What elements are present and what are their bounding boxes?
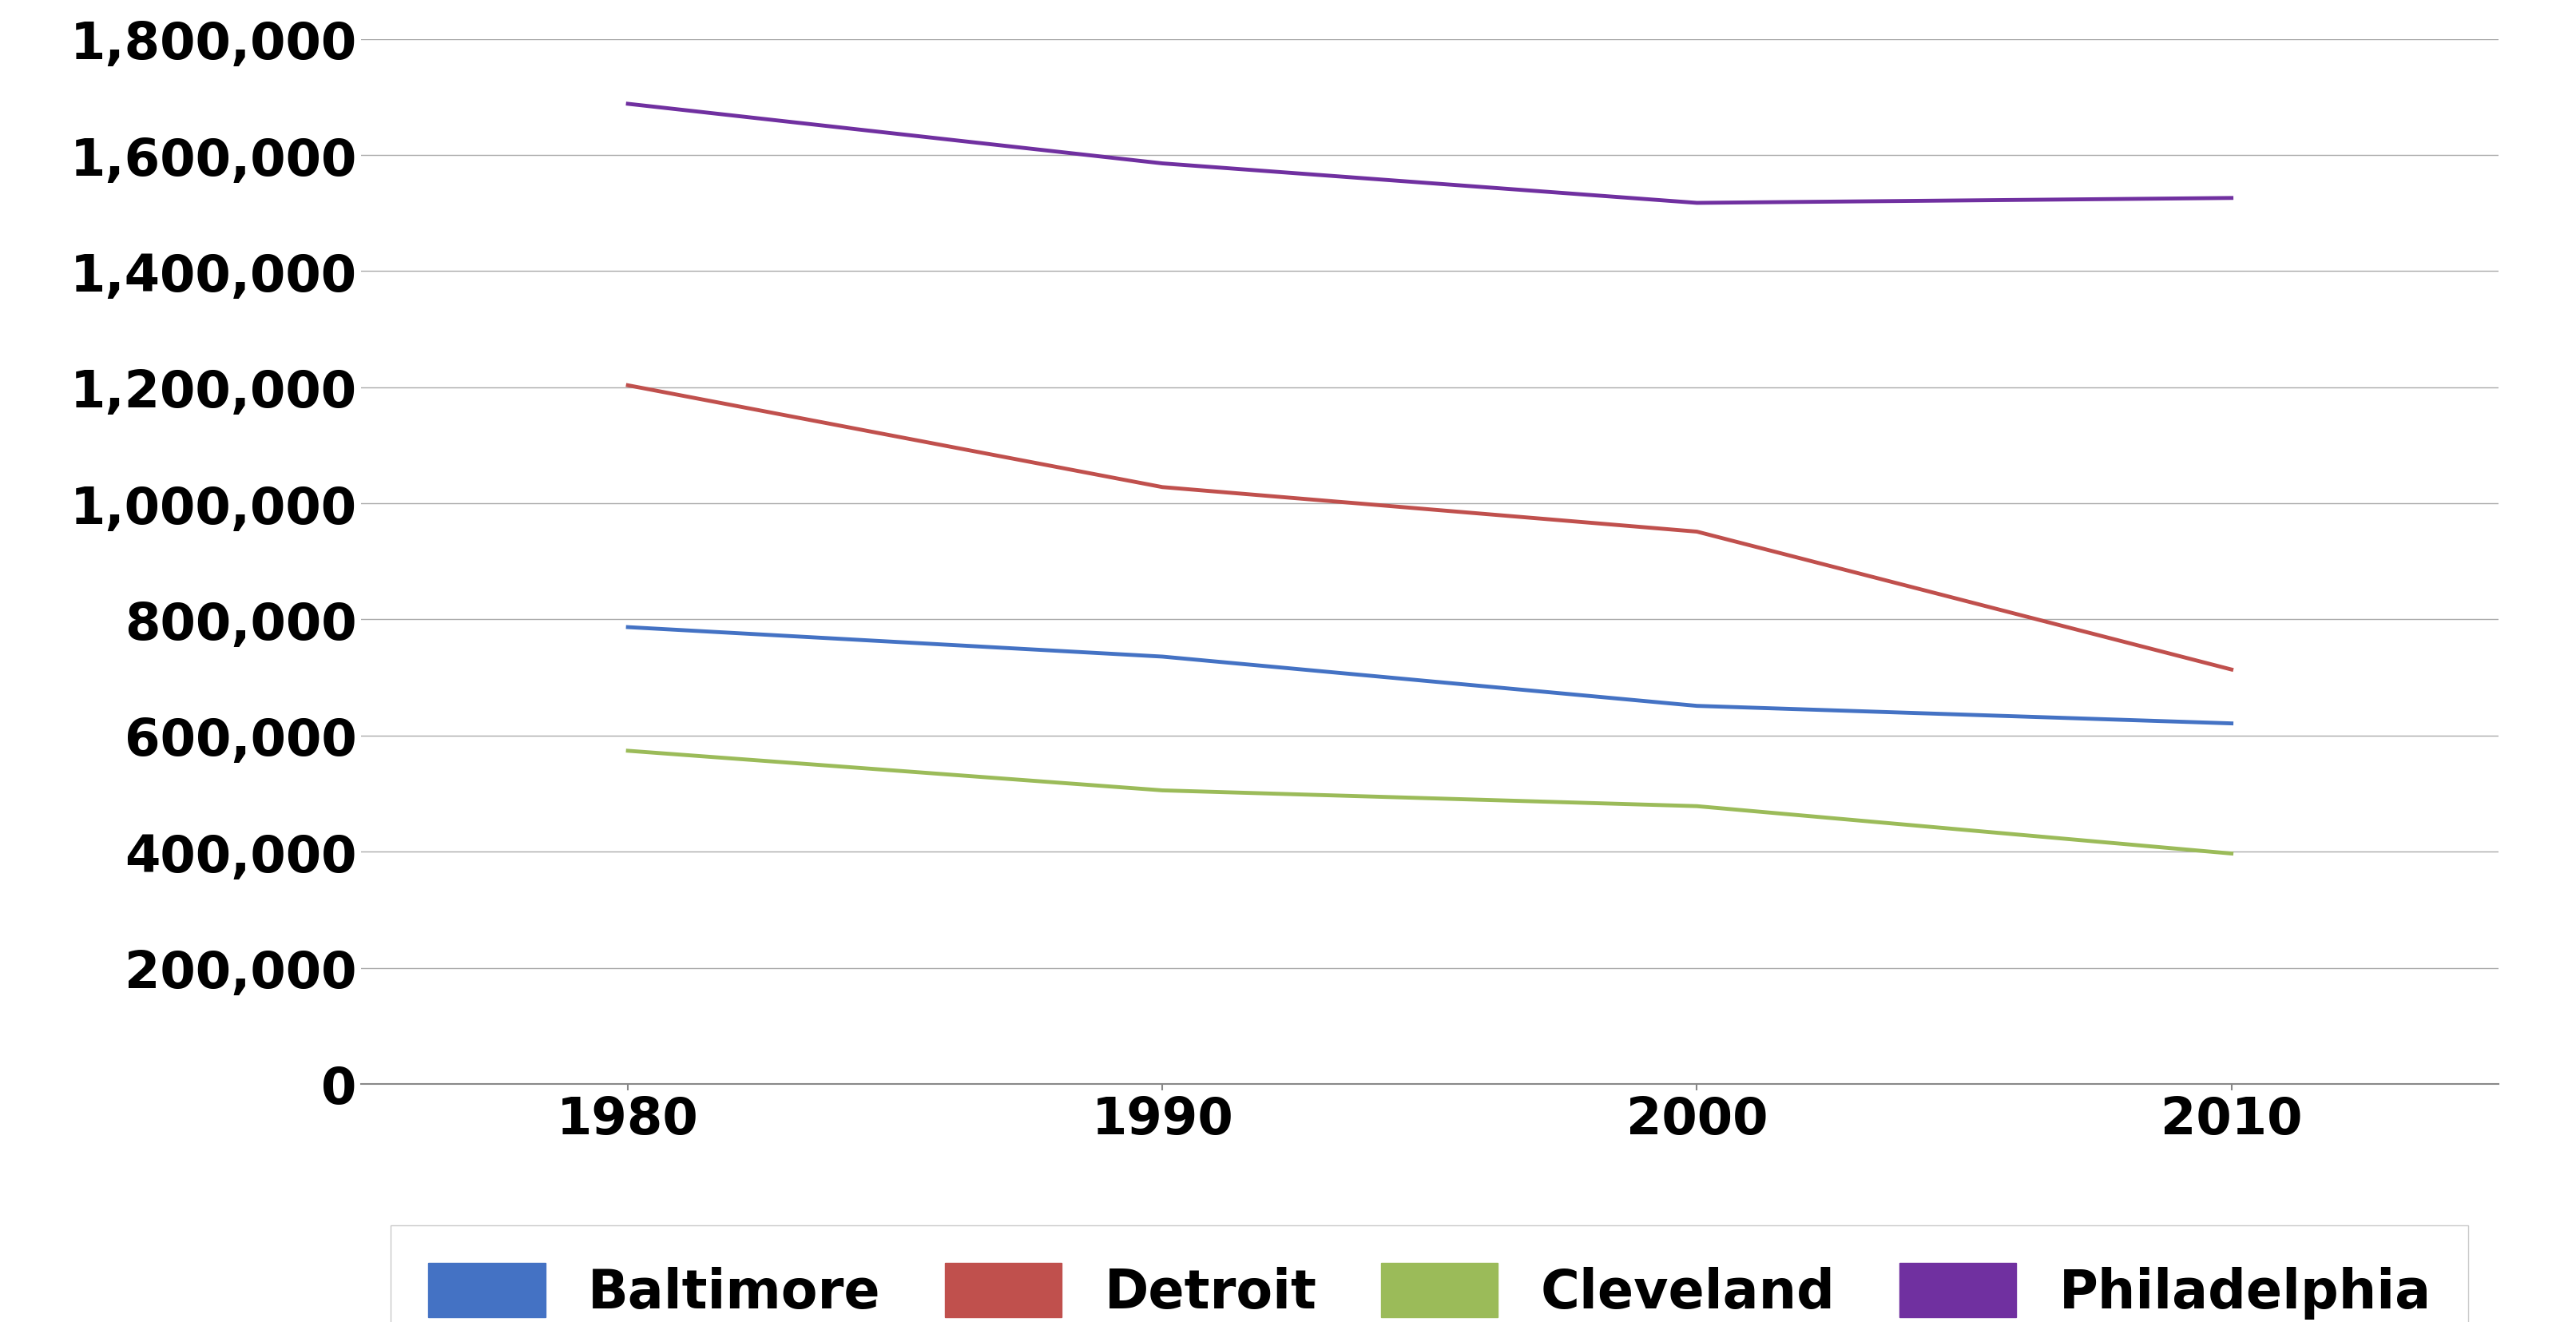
Legend: Baltimore, Detroit, Cleveland, Philadelphia: Baltimore, Detroit, Cleveland, Philadelp… <box>392 1225 2468 1322</box>
Detroit <box>2215 662 2246 678</box>
Baltimore <box>613 620 644 636</box>
Philadelphia <box>613 97 644 112</box>
Cleveland <box>1682 798 1713 814</box>
Baltimore <box>1682 698 1713 714</box>
Line: Cleveland: Cleveland <box>629 751 2231 854</box>
Detroit <box>613 378 644 394</box>
Philadelphia <box>1682 196 1713 212</box>
Cleveland <box>2215 846 2246 862</box>
Cleveland <box>613 743 644 759</box>
Baltimore <box>2215 715 2246 731</box>
Baltimore <box>1146 649 1177 665</box>
Philadelphia <box>1146 156 1177 172</box>
Line: Philadelphia: Philadelphia <box>629 104 2231 204</box>
Philadelphia <box>2215 190 2246 206</box>
Detroit <box>1146 480 1177 496</box>
Line: Detroit: Detroit <box>629 386 2231 670</box>
Detroit <box>1682 524 1713 539</box>
Line: Baltimore: Baltimore <box>629 628 2231 723</box>
Cleveland <box>1146 783 1177 798</box>
